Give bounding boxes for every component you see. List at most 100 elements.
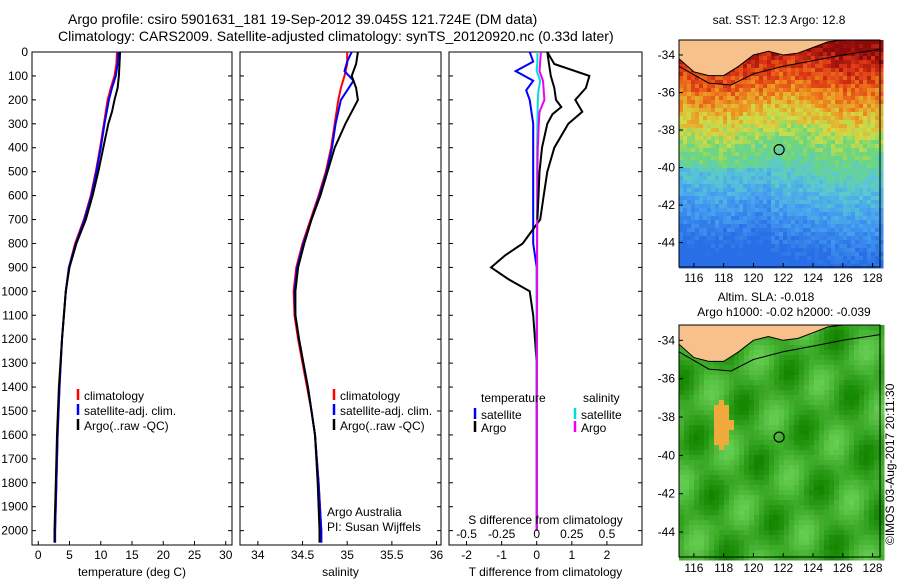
field-cell bbox=[864, 425, 870, 431]
field-cell bbox=[735, 100, 740, 105]
field-cell bbox=[695, 100, 700, 105]
field-cell bbox=[869, 345, 875, 351]
field-cell bbox=[723, 244, 728, 249]
field-cell bbox=[864, 510, 870, 516]
field-cell bbox=[794, 485, 800, 491]
field-cell bbox=[687, 196, 692, 201]
field-cell bbox=[843, 208, 848, 213]
field-cell bbox=[791, 148, 796, 153]
field-cell bbox=[714, 500, 720, 506]
field-cell bbox=[795, 176, 800, 181]
y-tick-label: 2000 bbox=[1, 524, 28, 538]
field-cell bbox=[874, 495, 880, 501]
field-cell bbox=[871, 84, 876, 89]
field-cell bbox=[854, 350, 860, 356]
field-cell bbox=[819, 140, 824, 145]
field-cell bbox=[804, 540, 810, 546]
field-cell bbox=[783, 228, 788, 233]
field-cell bbox=[855, 56, 860, 61]
field-cell bbox=[859, 236, 864, 241]
field-cell bbox=[811, 260, 816, 265]
field-cell bbox=[684, 500, 690, 506]
field-cell bbox=[709, 460, 715, 466]
field-cell bbox=[754, 500, 760, 506]
field-cell bbox=[723, 216, 728, 221]
field-cell bbox=[754, 410, 760, 416]
field-cell bbox=[769, 435, 775, 441]
field-cell bbox=[731, 188, 736, 193]
field-cell bbox=[689, 490, 695, 496]
field-cell bbox=[834, 330, 840, 336]
field-cell bbox=[874, 535, 880, 541]
field-cell bbox=[699, 216, 704, 221]
field-cell bbox=[839, 168, 844, 173]
field-cell bbox=[763, 124, 768, 129]
field-cell bbox=[689, 365, 695, 371]
field-cell bbox=[835, 260, 840, 265]
field-cell bbox=[779, 435, 785, 441]
field-cell bbox=[735, 176, 740, 181]
field-cell bbox=[849, 420, 855, 426]
field-cell bbox=[771, 124, 776, 129]
field-cell bbox=[754, 495, 760, 501]
field-cell bbox=[814, 490, 820, 496]
field-cell bbox=[764, 370, 770, 376]
field-cell bbox=[755, 236, 760, 241]
field-cell bbox=[759, 112, 764, 117]
field-cell bbox=[844, 450, 850, 456]
field-cell bbox=[714, 440, 720, 446]
field-cell bbox=[779, 240, 784, 245]
field-cell bbox=[719, 200, 724, 205]
field-cell bbox=[879, 144, 884, 149]
field-cell bbox=[739, 370, 745, 376]
field-cell bbox=[704, 535, 710, 541]
field-cell bbox=[707, 100, 712, 105]
field-cell bbox=[839, 136, 844, 141]
field-cell bbox=[799, 244, 804, 249]
field-cell bbox=[839, 64, 844, 69]
field-cell bbox=[715, 228, 720, 233]
field-cell bbox=[771, 56, 776, 61]
field-cell bbox=[819, 132, 824, 137]
field-cell bbox=[803, 72, 808, 77]
field-cell bbox=[747, 124, 752, 129]
field-cell bbox=[769, 525, 775, 531]
y-tick-label: 900 bbox=[8, 260, 28, 274]
field-cell bbox=[839, 425, 845, 431]
field-cell bbox=[759, 500, 765, 506]
field-cell bbox=[774, 345, 780, 351]
field-cell bbox=[751, 156, 756, 161]
field-cell bbox=[764, 415, 770, 421]
field-cell bbox=[799, 144, 804, 149]
field-cell bbox=[859, 495, 865, 501]
field-cell bbox=[707, 192, 712, 197]
field-cell bbox=[799, 365, 805, 371]
field-cell bbox=[814, 400, 820, 406]
field-cell bbox=[699, 525, 705, 531]
field-cell bbox=[699, 480, 705, 486]
field-cell bbox=[835, 188, 840, 193]
field-cell bbox=[739, 80, 744, 85]
field-cell bbox=[789, 405, 795, 411]
field-cell bbox=[711, 128, 716, 133]
field-cell bbox=[874, 360, 880, 366]
field-cell bbox=[839, 208, 844, 213]
field-cell bbox=[791, 208, 796, 213]
legend-label: satellite-adj. clim. bbox=[340, 404, 432, 418]
field-cell bbox=[709, 495, 715, 501]
field-cell bbox=[723, 152, 728, 157]
field-cell bbox=[869, 415, 875, 421]
field-cell bbox=[839, 200, 844, 205]
field-cell bbox=[834, 325, 840, 331]
field-cell bbox=[824, 420, 830, 426]
field-cell bbox=[759, 224, 764, 229]
field-cell bbox=[829, 395, 835, 401]
field-cell bbox=[711, 216, 716, 221]
field-cell bbox=[851, 208, 856, 213]
field-cell bbox=[744, 470, 750, 476]
field-cell bbox=[699, 172, 704, 177]
field-cell bbox=[754, 355, 760, 361]
field-cell bbox=[719, 395, 725, 401]
field-cell bbox=[811, 76, 816, 81]
field-cell bbox=[779, 196, 784, 201]
